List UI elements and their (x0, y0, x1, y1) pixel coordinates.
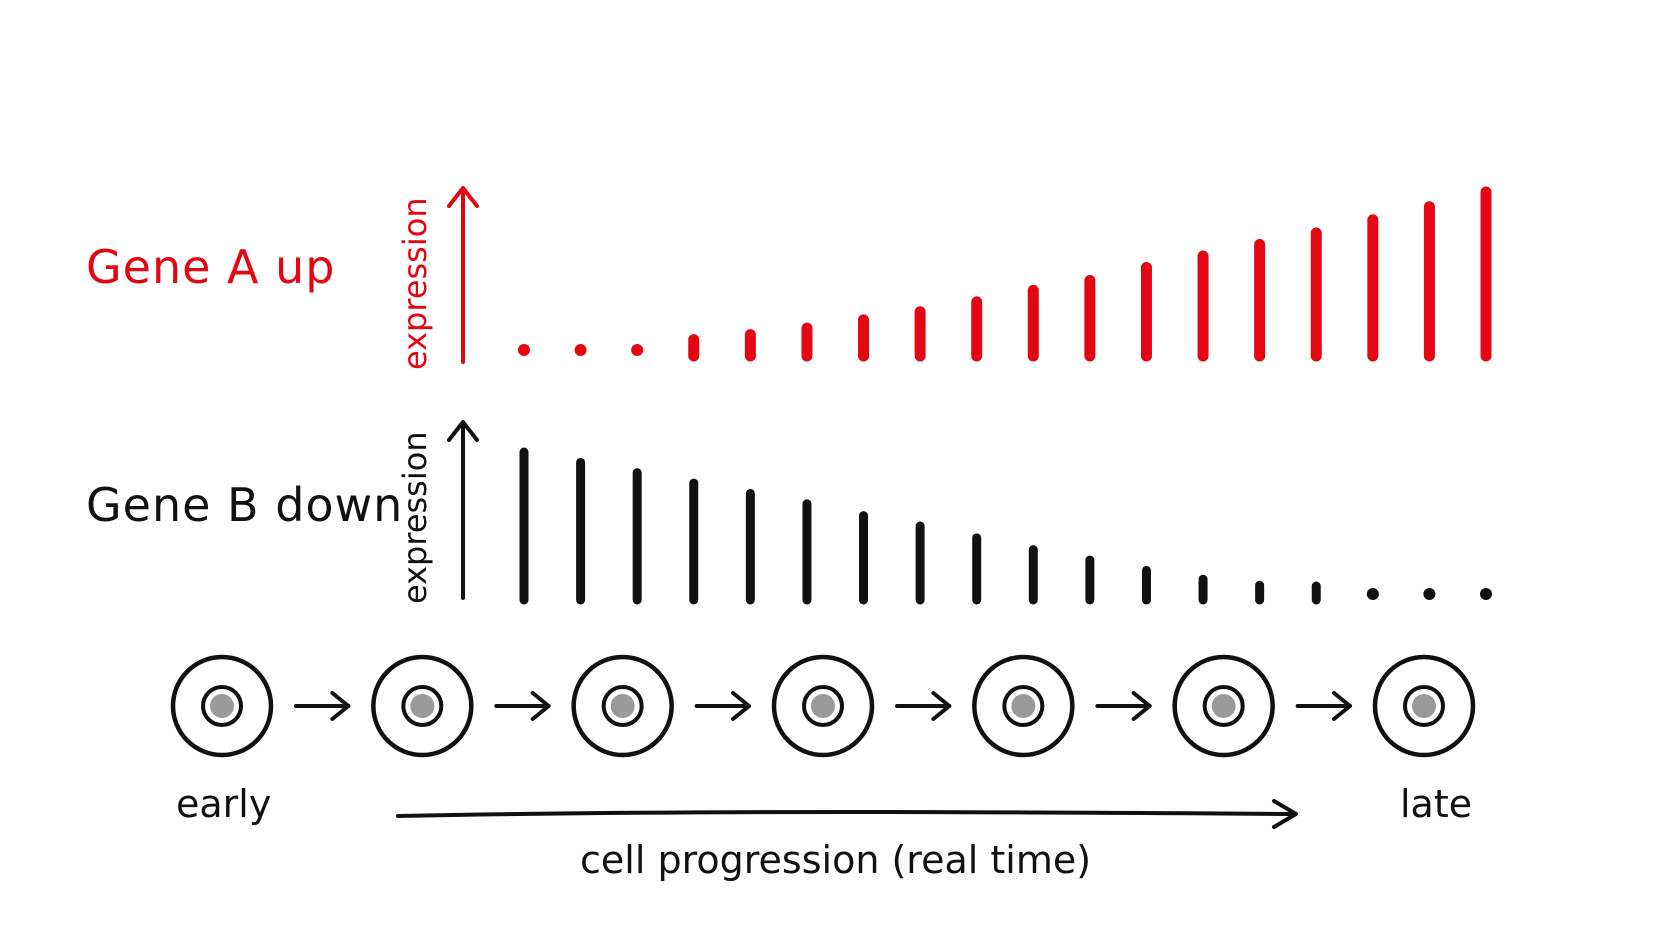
early-label: early (176, 782, 272, 826)
gene-b-axis-arrowhead (447, 420, 479, 442)
cell (1372, 654, 1476, 758)
cell (972, 654, 1075, 758)
late-label: late (1400, 782, 1473, 826)
gene-a-dot (518, 344, 530, 356)
cell (170, 654, 274, 758)
gene-a-dot (574, 344, 587, 356)
nucleus (1412, 694, 1436, 718)
cell-sequence (170, 654, 1476, 758)
progression-arrowhead (1272, 799, 1298, 829)
gene-a-axis-arrowhead (447, 186, 479, 208)
nucleus (210, 694, 234, 718)
gene-a-dot (631, 344, 644, 356)
cell (771, 654, 875, 758)
progression-arrow (396, 799, 1298, 829)
cell-arrow-head (931, 691, 952, 721)
cell-arrow-head (1131, 691, 1152, 721)
cell-arrow (895, 691, 952, 721)
cell-arrow (694, 691, 751, 721)
cell-arrow (1095, 691, 1152, 721)
gene-b-axis-label: expression (396, 431, 434, 604)
gene-a-axis: expression (396, 186, 479, 370)
progression-label: cell progression (real time) (580, 838, 1092, 882)
cell-arrow-head (330, 691, 351, 721)
gene-b-dot (1366, 588, 1379, 600)
gene-a-label: Gene A up (86, 240, 336, 294)
gene-b-label: Gene B down (86, 478, 404, 532)
cell-arrow-head (731, 691, 751, 721)
gene-a-bars (518, 186, 1492, 362)
nucleus (410, 694, 435, 718)
gene-a-axis-label: expression (396, 197, 434, 370)
gene-b-dot (1423, 588, 1436, 600)
cell-arrow-head (1332, 691, 1352, 721)
gene-b-bars (519, 447, 1492, 605)
nucleus (811, 694, 835, 718)
cell-arrow (1295, 691, 1352, 721)
nucleus (1211, 694, 1236, 718)
progression-arrow-line (396, 810, 1296, 818)
cell (1172, 654, 1275, 758)
cell-arrow (494, 691, 551, 721)
nucleus (1011, 694, 1036, 718)
cell (371, 654, 474, 758)
cell-arrow (294, 691, 351, 721)
gene-b-axis: expression (396, 420, 479, 604)
nucleus (610, 694, 635, 718)
cell-arrow-head (530, 691, 551, 721)
cell (571, 654, 674, 758)
gene-b-dot (1480, 588, 1492, 600)
